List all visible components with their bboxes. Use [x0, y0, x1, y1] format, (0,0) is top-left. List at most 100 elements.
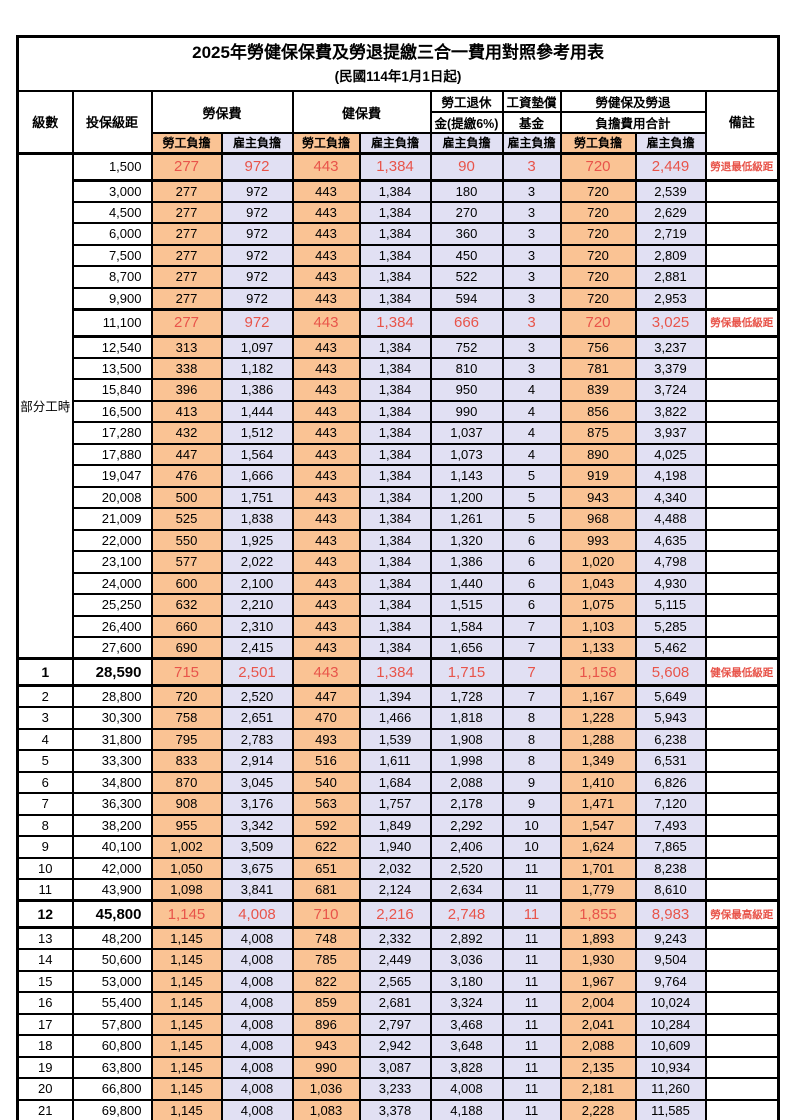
hi-emp-cell: 443 — [291, 528, 361, 552]
remark-cell: 勞退最低級距 — [704, 151, 780, 182]
fund-cell: 11 — [501, 948, 562, 972]
fund-cell: 5 — [501, 464, 562, 488]
tot-emp-cell: 1,075 — [559, 593, 637, 617]
li-er-cell: 3,841 — [220, 878, 294, 902]
table-row: 26,400 660 2,310 443 1,384 1,584 7 1,103 5,285 — [18, 614, 780, 638]
li-er-cell: 2,415 — [220, 636, 294, 660]
hi-er-cell: 1,384 — [358, 243, 432, 267]
tot-emp-cell: 839 — [559, 378, 637, 402]
li-er-cell: 2,520 — [220, 684, 294, 708]
fund-cell: 11 — [501, 1055, 562, 1079]
pension-cell: 2,292 — [429, 813, 504, 837]
tot-emp-cell: 1,930 — [559, 948, 637, 972]
bracket-cell: 50,600 — [71, 948, 153, 972]
bracket-cell: 3,000 — [71, 179, 153, 203]
hi-er-cell: 1,384 — [358, 442, 432, 466]
li-er-cell: 1,751 — [220, 485, 294, 509]
tot-er-cell: 8,238 — [634, 856, 707, 880]
fund-cell: 3 — [501, 151, 562, 182]
tot-er-cell: 2,719 — [634, 222, 707, 246]
remark-cell — [704, 1055, 780, 1079]
remark-cell: 勞保最低級距 — [704, 307, 780, 338]
level-cell: 13 — [16, 926, 74, 950]
level-cell: 11 — [16, 878, 74, 902]
remark-cell — [704, 335, 780, 359]
fund-cell: 7 — [501, 614, 562, 638]
li-emp-cell: 338 — [150, 356, 223, 380]
pension-cell: 1,037 — [429, 421, 504, 445]
li-er-cell: 2,210 — [220, 593, 294, 617]
hi-er-cell: 2,942 — [358, 1034, 432, 1058]
li-emp-cell: 1,145 — [150, 1055, 223, 1079]
fund-cell: 9 — [501, 770, 562, 794]
tot-emp-cell: 1,349 — [559, 749, 637, 773]
hi-er-cell: 1,384 — [358, 657, 432, 687]
col-header-remark: 備註 — [704, 90, 780, 154]
hi-emp-cell: 443 — [291, 636, 361, 660]
fund-cell: 10 — [501, 835, 562, 859]
tot-er-cell: 4,930 — [634, 571, 707, 595]
table-row: 13 48,200 1,145 4,008 748 2,332 2,892 11 1,893 9,… — [16, 926, 780, 950]
fund-cell: 5 — [501, 507, 562, 531]
table-row: 6,000 277 972 443 1,384 360 3 720 2,719 — [18, 222, 780, 246]
level-cell: 14 — [16, 948, 74, 972]
tot-emp-cell: 856 — [559, 399, 637, 423]
remark-cell — [704, 878, 780, 902]
li-emp-cell: 550 — [150, 528, 223, 552]
pension-cell: 1,143 — [429, 464, 504, 488]
tot-emp-cell: 1,779 — [559, 878, 637, 902]
hi-er-cell: 1,384 — [358, 464, 432, 488]
hi-er-cell: 2,332 — [358, 926, 432, 950]
li-emp-cell: 476 — [150, 464, 223, 488]
li-emp-cell: 577 — [150, 550, 223, 574]
remark-cell — [704, 1098, 780, 1120]
li-emp-cell: 277 — [150, 265, 223, 289]
li-er-cell: 4,008 — [220, 991, 294, 1015]
hi-emp-cell: 443 — [291, 550, 361, 574]
remark-cell — [704, 507, 780, 531]
table-row: 7 36,300 908 3,176 563 1,757 2,178 9 1,471 7,120 — [16, 792, 780, 816]
bracket-cell: 23,100 — [71, 550, 153, 574]
hi-er-cell: 2,216 — [358, 899, 432, 929]
col-header-total-line2: 負擔費用合計 — [559, 111, 707, 134]
hi-emp-cell: 943 — [291, 1034, 361, 1058]
hi-er-cell: 1,940 — [358, 835, 432, 859]
hi-er-cell: 1,384 — [358, 571, 432, 595]
li-er-cell: 972 — [220, 179, 294, 203]
hi-emp-cell: 592 — [291, 813, 361, 837]
fund-cell: 3 — [501, 335, 562, 359]
li-emp-cell: 955 — [150, 813, 223, 837]
pension-cell: 4,008 — [429, 1077, 504, 1101]
fund-cell: 11 — [501, 856, 562, 880]
fund-cell: 11 — [501, 1034, 562, 1058]
li-er-cell: 3,045 — [220, 770, 294, 794]
hi-emp-cell: 443 — [291, 265, 361, 289]
li-er-cell: 972 — [220, 307, 294, 338]
hi-er-cell: 1,384 — [358, 286, 432, 310]
li-emp-cell: 1,145 — [150, 948, 223, 972]
li-er-cell: 1,666 — [220, 464, 294, 488]
hi-er-cell: 1,384 — [358, 421, 432, 445]
tot-er-cell: 10,284 — [634, 1012, 707, 1036]
page-title: 2025年勞健保保費及勞退提繳三合一費用對照參考用表 — [192, 43, 604, 62]
hi-emp-cell: 443 — [291, 222, 361, 246]
bracket-cell: 40,100 — [71, 835, 153, 859]
header-row-3: 勞工負擔 雇主負擔 勞工負擔 雇主負擔 雇主負擔 雇主負擔 勞工負擔 雇主負擔 — [18, 132, 779, 155]
fund-cell: 4 — [501, 421, 562, 445]
remark-cell — [704, 442, 780, 466]
tot-er-cell: 6,238 — [634, 727, 707, 751]
tot-emp-cell: 1,547 — [559, 813, 637, 837]
pension-cell: 1,386 — [429, 550, 504, 574]
bracket-cell: 17,880 — [71, 442, 153, 466]
li-er-cell: 1,512 — [220, 421, 294, 445]
header-row-1: 級數 投保級距 勞保費 健保費 勞工退休 工資墊償 勞健保及勞退 備註 — [16, 90, 780, 154]
li-er-cell: 4,008 — [220, 926, 294, 950]
hi-emp-cell: 443 — [291, 356, 361, 380]
fund-cell: 3 — [501, 356, 562, 380]
hi-emp-cell: 785 — [291, 948, 361, 972]
bracket-cell: 8,700 — [71, 265, 153, 289]
hi-emp-cell: 443 — [291, 307, 361, 338]
tot-emp-cell: 1,103 — [559, 614, 637, 638]
tot-emp-cell: 1,020 — [559, 550, 637, 574]
hi-er-cell: 1,384 — [358, 307, 432, 338]
